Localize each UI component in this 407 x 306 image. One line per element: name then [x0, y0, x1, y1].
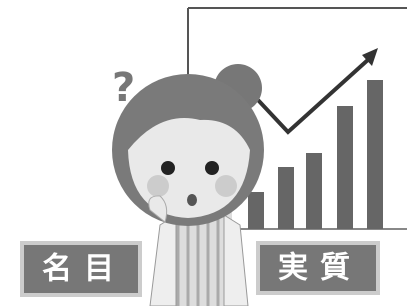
label-text: 実質 [278, 251, 362, 286]
illustration: ? 名目 実質 [0, 0, 407, 306]
label-text: 名目 [42, 252, 126, 287]
label-real: 実質 [258, 243, 378, 293]
label-nominal: 名目 [22, 243, 140, 295]
